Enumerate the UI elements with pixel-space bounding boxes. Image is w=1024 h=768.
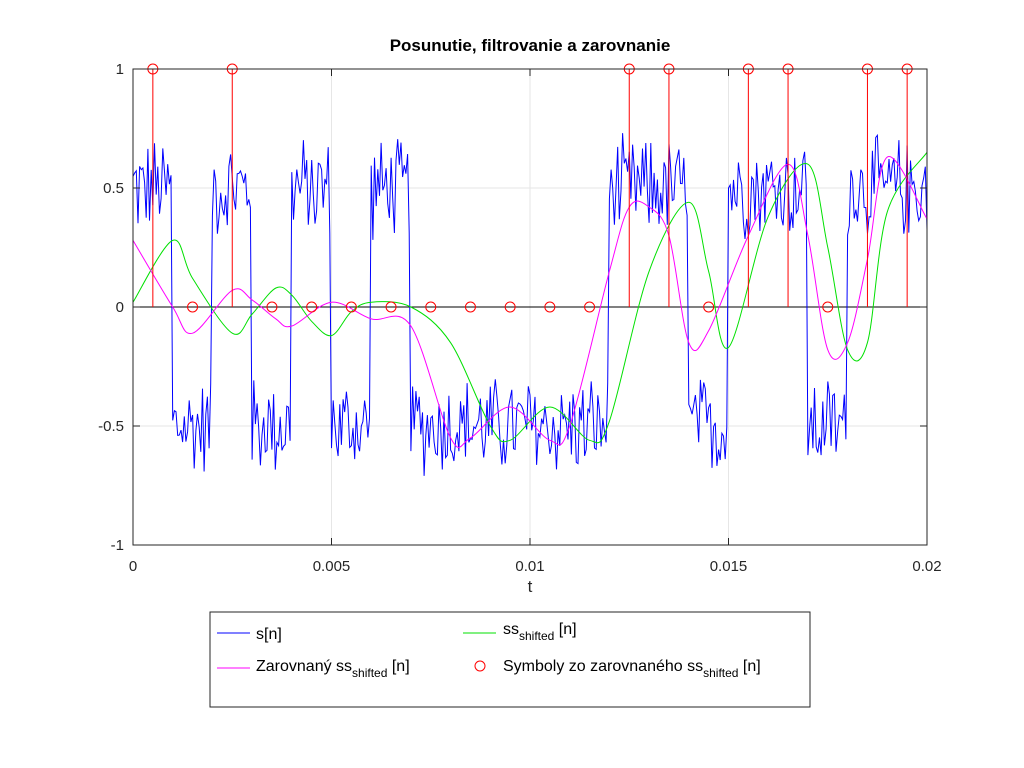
x-tick-label: 0.015 (710, 558, 748, 575)
stem-marker (703, 301, 715, 313)
legend-label-symbols: Symboly zo zarovnaného ssshifted [n] (503, 658, 761, 680)
legend-label-s: s[n] (256, 626, 282, 643)
x-tick-label: 0.01 (515, 558, 544, 575)
legend-box (209, 611, 811, 708)
ticks: 0 0.005 0.01 0.015 0.02 -1 -0.5 0 0.5 1 (98, 61, 941, 575)
stem-marker (425, 301, 437, 313)
series-layer (132, 63, 928, 476)
y-tick-label: -1 (111, 537, 124, 554)
x-tick-label: 0.005 (313, 558, 351, 575)
legend-marker-symbols (474, 660, 486, 672)
stem-marker (266, 301, 278, 313)
stem-marker (504, 301, 516, 313)
legend: s[n] ssshifted [n] Zarovnaný ssshifted [… (209, 611, 811, 708)
chart-title: Posunutie, filtrovanie a zarovnanie (390, 36, 671, 55)
stem-marker (306, 301, 318, 313)
series-s-line (132, 133, 928, 476)
y-tick-label: 0.5 (103, 180, 124, 197)
y-tick-label: -0.5 (98, 418, 124, 435)
x-axis-label: t (528, 577, 533, 596)
x-tick-label: 0 (129, 558, 137, 575)
stem-marker (464, 301, 476, 313)
stem-marker (385, 301, 397, 313)
legend-label-aligned: Zarovnaný ssshifted [n] (256, 658, 410, 680)
stem-marker (187, 301, 199, 313)
stem-marker (544, 301, 556, 313)
stem-marker (822, 301, 834, 313)
x-tick-label: 0.02 (912, 558, 941, 575)
y-tick-label: 1 (116, 61, 124, 78)
series-line-1 (132, 152, 928, 444)
stem-marker (584, 301, 596, 313)
series-line-2 (132, 156, 928, 448)
legend-label-ss-shifted: ssshifted [n] (503, 621, 577, 643)
stem-marker (345, 301, 357, 313)
y-tick-label: 0 (116, 299, 124, 316)
